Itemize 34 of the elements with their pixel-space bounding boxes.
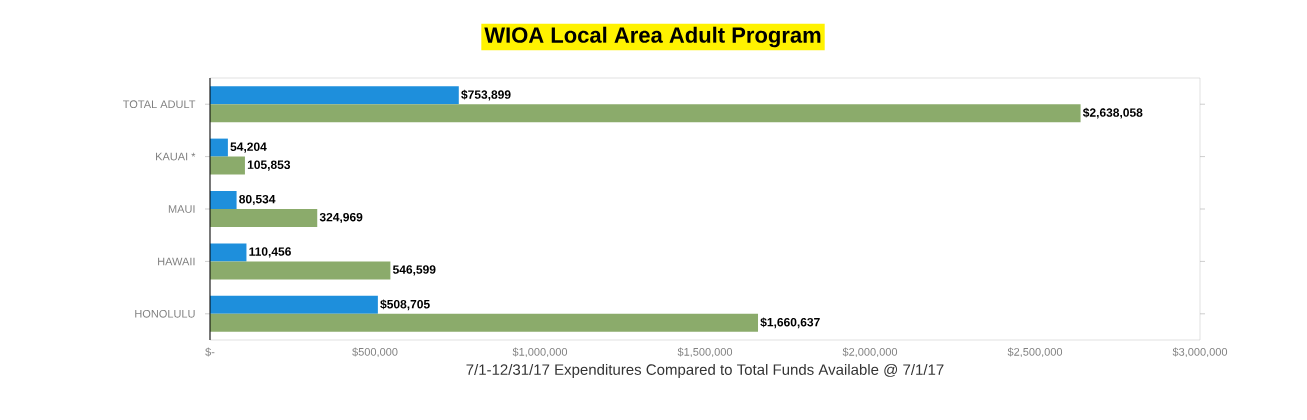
y-tick-label: MAUI	[168, 205, 195, 213]
bar	[210, 156, 245, 175]
bar	[210, 313, 759, 332]
y-tick-label: HAWAII	[158, 257, 195, 266]
y-tick-label: HONOLULU	[135, 309, 195, 318]
data-label: $508,705	[380, 299, 430, 311]
bar	[210, 86, 459, 105]
bar	[210, 104, 1081, 123]
data-label: $753,899	[461, 89, 511, 101]
x-tick-label: $-	[205, 347, 215, 357]
data-label: $2,638,058	[1082, 107, 1143, 119]
data-label: 80,534	[239, 194, 276, 206]
bar	[210, 243, 247, 262]
x-tick-label: $1,500,000	[677, 347, 733, 358]
bar	[210, 295, 378, 314]
y-tick-label: KAUAI *	[156, 152, 196, 161]
bar	[210, 191, 237, 209]
x-tick-label: $1,000,000	[512, 347, 568, 358]
x-axis-title: 7/1-12/31/17 Expenditures Compared to Total Funds Available @ 7/1/17	[466, 363, 944, 378]
x-tick-label: $2,000,000	[842, 347, 898, 358]
data-label: 324,969	[319, 212, 363, 224]
chart-title: WIOA Local Area Adult Program	[484, 26, 821, 48]
x-tick-label: $2,500,000	[1007, 347, 1063, 358]
bar	[210, 261, 391, 280]
data-label: 54,204	[230, 142, 267, 153]
x-tick-label: $500,000	[352, 347, 398, 358]
bar	[210, 138, 228, 157]
x-tick-label: $3,000,000	[1172, 347, 1228, 358]
bar	[210, 209, 318, 227]
y-tick-label: TOTAL ADULT	[123, 100, 196, 109]
data-label: 546,599	[392, 265, 436, 276]
data-label: 105,853	[247, 160, 291, 171]
data-label: 110,456	[249, 247, 291, 258]
data-label: $1,660,637	[760, 317, 820, 329]
